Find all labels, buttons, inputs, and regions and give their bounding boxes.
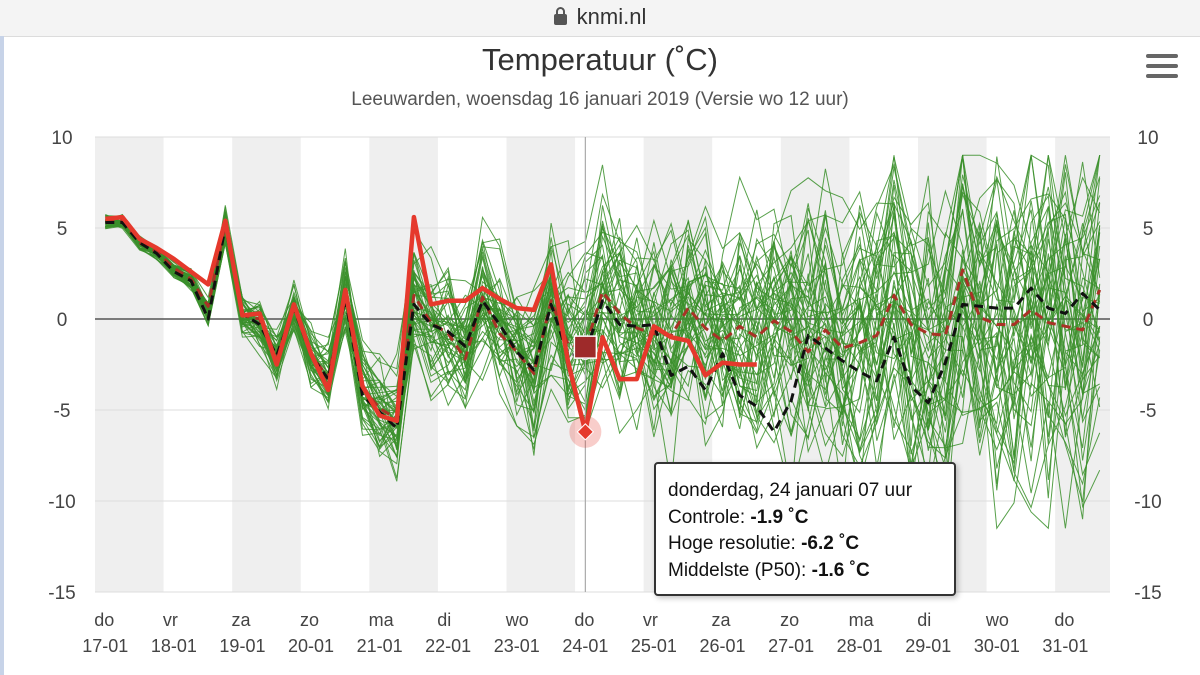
series-line-hires <box>105 214 757 435</box>
tooltip-label: Middelste (P50): <box>668 559 812 581</box>
x-tick-weekday: do <box>1054 610 1074 630</box>
x-tick-date: 17-01 <box>82 636 128 656</box>
tooltip-value: -6.2 ˚C <box>801 533 860 554</box>
y-tick-label-left: -10 <box>48 492 75 513</box>
marker-median <box>573 335 598 359</box>
x-tick-date: 24-01 <box>562 636 608 656</box>
marker-hires <box>576 423 595 441</box>
tooltip-date: donderdag, 24 januari 07 uur <box>668 480 913 501</box>
page-frame-edge <box>0 36 4 675</box>
x-tick-weekday: do <box>574 610 594 630</box>
y-tick-label-left: 0 <box>57 310 68 331</box>
x-tick-date: 30-01 <box>974 636 1020 656</box>
tooltip-value: -1.9 ˚C <box>750 506 809 528</box>
chart-subtitle: Leeuwarden, woensdag 16 januari 2019 (Ve… <box>351 89 849 110</box>
x-tick-date: 26-01 <box>699 636 745 656</box>
x-tick-weekday: zo <box>780 610 799 630</box>
x-tick-weekday: ma <box>369 610 395 630</box>
x-tick-weekday: di <box>437 610 451 630</box>
y-tick-label-right: 10 <box>1137 128 1158 149</box>
x-tick-date: 27-01 <box>768 636 814 656</box>
x-tick-weekday: za <box>231 610 251 630</box>
x-tick-date: 20-01 <box>288 636 334 656</box>
x-tick-weekday: wo <box>505 610 529 630</box>
tooltip-row-hires: Hoge resolutie: -6.2 ˚C <box>668 531 942 558</box>
y-tick-label-right: 0 <box>1143 310 1154 331</box>
ensemble-member-line <box>105 154 1101 433</box>
tooltip-label: Hoge resolutie: <box>668 533 802 554</box>
x-tick-date: 21-01 <box>357 636 403 656</box>
hamburger-menu-icon[interactable] <box>1146 54 1178 80</box>
tooltip-value: -1.6 ˚C <box>811 559 870 581</box>
ensemble-member-line <box>105 202 1101 490</box>
x-tick-weekday: di <box>917 610 931 630</box>
ensemble-member-line <box>105 212 1100 462</box>
x-tick-date: 22-01 <box>425 636 471 656</box>
day-band <box>95 137 164 592</box>
chart-title: Temperatuur (˚C) <box>482 42 718 77</box>
ensemble-member-line <box>105 155 1101 487</box>
y-tick-label-right: -15 <box>1134 583 1161 604</box>
browser-address-bar[interactable]: knmi.nl <box>0 0 1200 37</box>
x-tick-date: 19-01 <box>219 636 265 656</box>
tooltip-label: Controle: <box>668 506 751 528</box>
y-tick-label-left: -15 <box>48 583 75 604</box>
y-tick-label-right: -10 <box>1134 492 1161 513</box>
x-tick-date: 31-01 <box>1042 636 1088 656</box>
x-tick-weekday: zo <box>300 610 319 630</box>
x-tick-date: 23-01 <box>494 636 540 656</box>
tooltip-row-control: Controle: -1.9 ˚C <box>668 505 942 532</box>
ensemble-member-line <box>105 155 1101 443</box>
ensemble-member-line <box>105 208 1101 444</box>
y-tick-label-left: 5 <box>57 219 68 240</box>
x-tick-weekday: do <box>94 610 114 630</box>
ensemble-member-line <box>105 189 1101 495</box>
x-tick-date: 25-01 <box>631 636 677 656</box>
x-tick-weekday: wo <box>985 610 1009 630</box>
y-tick-label-left: -5 <box>54 401 71 422</box>
chart-tooltip: donderdag, 24 januari 07 uur Controle: -… <box>654 462 956 596</box>
x-tick-weekday: ma <box>849 610 875 630</box>
y-tick-label-right: 5 <box>1143 219 1154 240</box>
y-tick-label-left: 10 <box>51 128 72 149</box>
url-text[interactable]: knmi.nl <box>0 4 1200 30</box>
x-tick-date: 28-01 <box>837 636 883 656</box>
x-tick-weekday: za <box>712 610 732 630</box>
x-tick-date: 29-01 <box>905 636 951 656</box>
y-tick-label-right: -5 <box>1140 401 1157 422</box>
x-tick-weekday: vr <box>163 610 178 630</box>
lock-icon <box>553 7 567 25</box>
ensemble-member-line <box>105 166 1101 458</box>
tooltip-row-median: Middelste (P50): -1.6 ˚C <box>668 558 942 585</box>
url-label: knmi.nl <box>576 4 647 29</box>
x-tick-date: 18-01 <box>151 636 197 656</box>
x-tick-weekday: vr <box>643 610 658 630</box>
